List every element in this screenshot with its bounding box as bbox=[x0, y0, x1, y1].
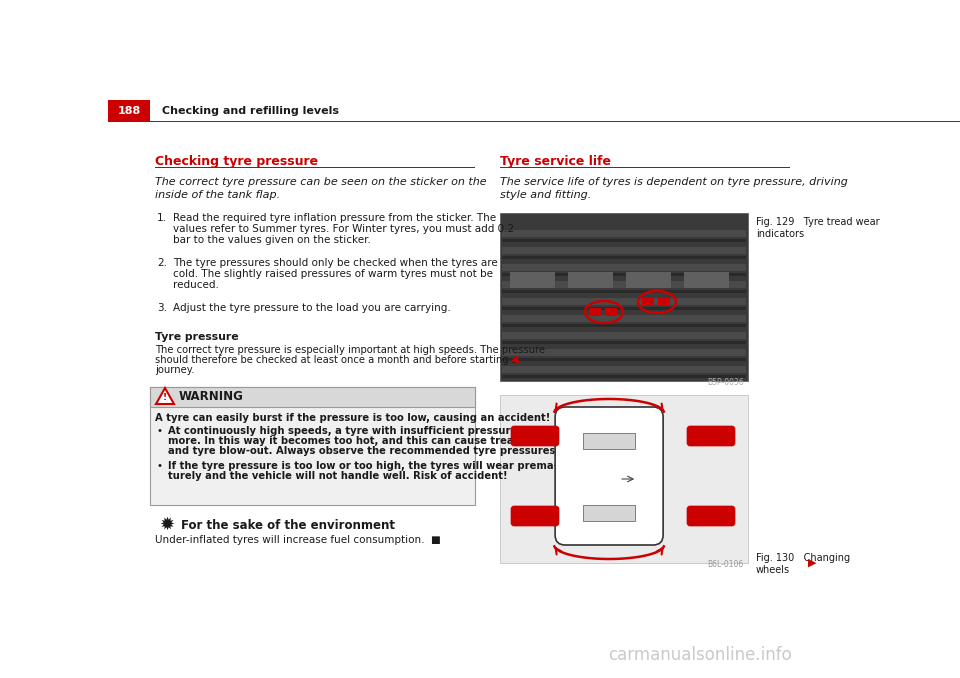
Text: values refer to Summer tyres. For Winter tyres, you must add 0.2: values refer to Summer tyres. For Winter… bbox=[173, 224, 515, 234]
Text: The correct tyre pressure is especially important at high speeds. The pressure: The correct tyre pressure is especially … bbox=[155, 345, 545, 355]
Bar bbox=[150, 387, 475, 505]
Bar bbox=[642, 298, 654, 306]
Text: WARNING: WARNING bbox=[179, 391, 244, 403]
Bar bbox=[502, 315, 746, 322]
Bar bbox=[150, 387, 475, 407]
Text: The service life of tyres is dependent on tyre pressure, driving: The service life of tyres is dependent o… bbox=[500, 177, 848, 187]
Text: should therefore be checked at least once a month and before starting a: should therefore be checked at least onc… bbox=[155, 355, 518, 365]
Bar bbox=[502, 324, 746, 327]
Text: ▶: ▶ bbox=[808, 558, 817, 568]
Text: cold. The slightly raised pressures of warm tyres must not be: cold. The slightly raised pressures of w… bbox=[173, 269, 493, 279]
Bar bbox=[502, 281, 746, 288]
Text: Fig. 129   Tyre tread wear
indicators: Fig. 129 Tyre tread wear indicators bbox=[756, 217, 879, 239]
Bar bbox=[502, 230, 746, 237]
Text: turely and the vehicle will not handle well. Risk of accident!: turely and the vehicle will not handle w… bbox=[168, 471, 508, 481]
Bar bbox=[502, 366, 746, 373]
Text: Checking and refilling levels: Checking and refilling levels bbox=[162, 106, 339, 116]
Bar bbox=[502, 332, 746, 339]
Text: ✹: ✹ bbox=[159, 516, 175, 534]
Bar bbox=[500, 213, 748, 381]
Bar bbox=[502, 290, 746, 293]
FancyBboxPatch shape bbox=[511, 506, 559, 526]
Text: bar to the values given on the sticker.: bar to the values given on the sticker. bbox=[173, 235, 371, 245]
Text: •: • bbox=[157, 461, 163, 471]
Bar bbox=[108, 100, 150, 122]
Bar bbox=[583, 433, 636, 449]
Text: B6L-0106: B6L-0106 bbox=[708, 560, 744, 569]
Bar bbox=[502, 298, 746, 305]
Text: !: ! bbox=[163, 393, 167, 403]
Bar bbox=[502, 307, 746, 310]
Text: Tyre service life: Tyre service life bbox=[500, 155, 611, 168]
Bar bbox=[500, 167, 790, 168]
Text: A tyre can easily burst if the pressure is too low, causing an accident!: A tyre can easily burst if the pressure … bbox=[155, 413, 550, 423]
Bar bbox=[502, 239, 746, 242]
Text: The tyre pressures should only be checked when the tyres are: The tyre pressures should only be checke… bbox=[173, 258, 497, 268]
Text: inside of the tank flap.: inside of the tank flap. bbox=[155, 190, 280, 200]
Text: and tyre blow-out. Always observe the recommended tyre pressures.: and tyre blow-out. Always observe the re… bbox=[168, 446, 560, 456]
Bar bbox=[502, 358, 746, 361]
Bar bbox=[502, 341, 746, 344]
Text: Read the required tyre inflation pressure from the sticker. The: Read the required tyre inflation pressur… bbox=[173, 213, 496, 223]
Polygon shape bbox=[156, 388, 174, 404]
Bar bbox=[589, 308, 601, 316]
Bar bbox=[502, 349, 746, 356]
FancyBboxPatch shape bbox=[555, 407, 663, 545]
Bar bbox=[626, 272, 671, 288]
Text: If the tyre pressure is too low or too high, the tyres will wear prema-: If the tyre pressure is too low or too h… bbox=[168, 461, 558, 471]
Bar bbox=[500, 395, 748, 563]
Text: journey.: journey. bbox=[155, 365, 195, 375]
Text: Under-inflated tyres will increase fuel consumption.  ■: Under-inflated tyres will increase fuel … bbox=[155, 535, 441, 545]
Text: Checking tyre pressure: Checking tyre pressure bbox=[155, 155, 318, 168]
Bar bbox=[510, 272, 555, 288]
Text: reduced.: reduced. bbox=[173, 280, 219, 290]
Text: 1.: 1. bbox=[157, 213, 167, 223]
Text: •: • bbox=[157, 426, 163, 436]
Bar bbox=[658, 298, 670, 306]
Bar bbox=[502, 247, 746, 254]
Text: 3.: 3. bbox=[157, 303, 167, 313]
Text: At continuously high speeds, a tyre with insufficient pressure flexes: At continuously high speeds, a tyre with… bbox=[168, 426, 555, 436]
FancyBboxPatch shape bbox=[511, 426, 559, 446]
Bar bbox=[502, 273, 746, 276]
Text: 2.: 2. bbox=[157, 258, 167, 268]
Bar bbox=[605, 308, 617, 316]
Text: Fig. 130   Changing
wheels: Fig. 130 Changing wheels bbox=[756, 553, 851, 574]
Text: Tyre pressure: Tyre pressure bbox=[155, 332, 239, 342]
FancyBboxPatch shape bbox=[687, 426, 735, 446]
Bar bbox=[108, 121, 960, 122]
Text: carmanualsonline.info: carmanualsonline.info bbox=[608, 646, 792, 664]
Bar bbox=[502, 256, 746, 259]
Bar bbox=[568, 272, 613, 288]
Text: style and fitting.: style and fitting. bbox=[500, 190, 591, 200]
Bar bbox=[502, 264, 746, 271]
Text: The correct tyre pressure can be seen on the sticker on the: The correct tyre pressure can be seen on… bbox=[155, 177, 487, 187]
Text: 188: 188 bbox=[117, 106, 140, 116]
Bar bbox=[155, 167, 475, 168]
Text: For the sake of the environment: For the sake of the environment bbox=[181, 519, 395, 532]
Text: B5P-0036: B5P-0036 bbox=[708, 378, 744, 387]
Text: Adjust the tyre pressure to the load you are carrying.: Adjust the tyre pressure to the load you… bbox=[173, 303, 451, 313]
Bar bbox=[684, 272, 729, 288]
Bar bbox=[583, 505, 636, 521]
FancyBboxPatch shape bbox=[687, 506, 735, 526]
Bar bbox=[502, 375, 746, 378]
Text: more. In this way it becomes too hot, and this can cause tread separation: more. In this way it becomes too hot, an… bbox=[168, 436, 585, 446]
